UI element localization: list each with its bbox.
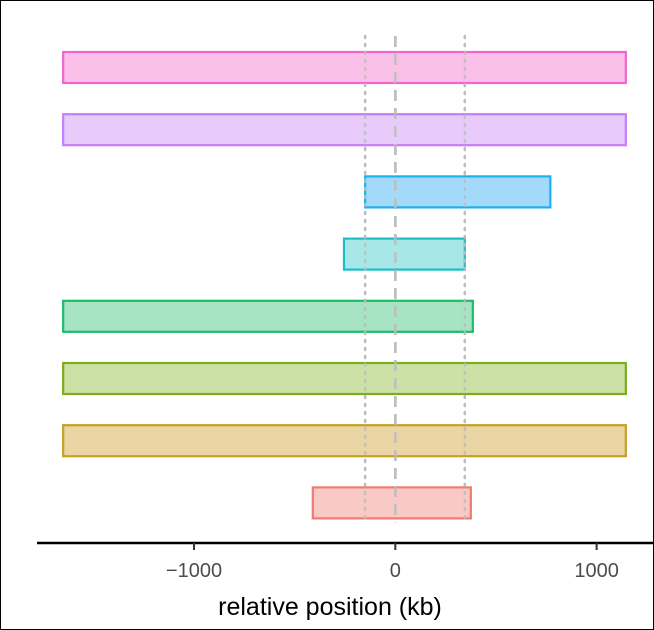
x-tick-label-2: 1000 — [574, 560, 619, 582]
interval-bar-7 — [311, 486, 472, 520]
x-axis-ticks: −1000 0 1000 — [166, 543, 619, 582]
interval-bar-4 — [62, 299, 474, 333]
x-tick-label-1: 0 — [390, 560, 401, 582]
x-axis-title: relative position (kb) — [218, 593, 442, 621]
interval-bar-2 — [364, 175, 552, 209]
interval-bar-3 — [342, 237, 466, 271]
interval-bar-1 — [62, 113, 627, 147]
x-tick-label-0: −1000 — [166, 560, 222, 582]
reference-lines-overlay — [363, 34, 466, 524]
interval-bar-5 — [62, 361, 627, 396]
interval-bar-6 — [62, 424, 627, 458]
interval-bars — [62, 50, 627, 520]
interval-bar-0 — [62, 50, 627, 85]
